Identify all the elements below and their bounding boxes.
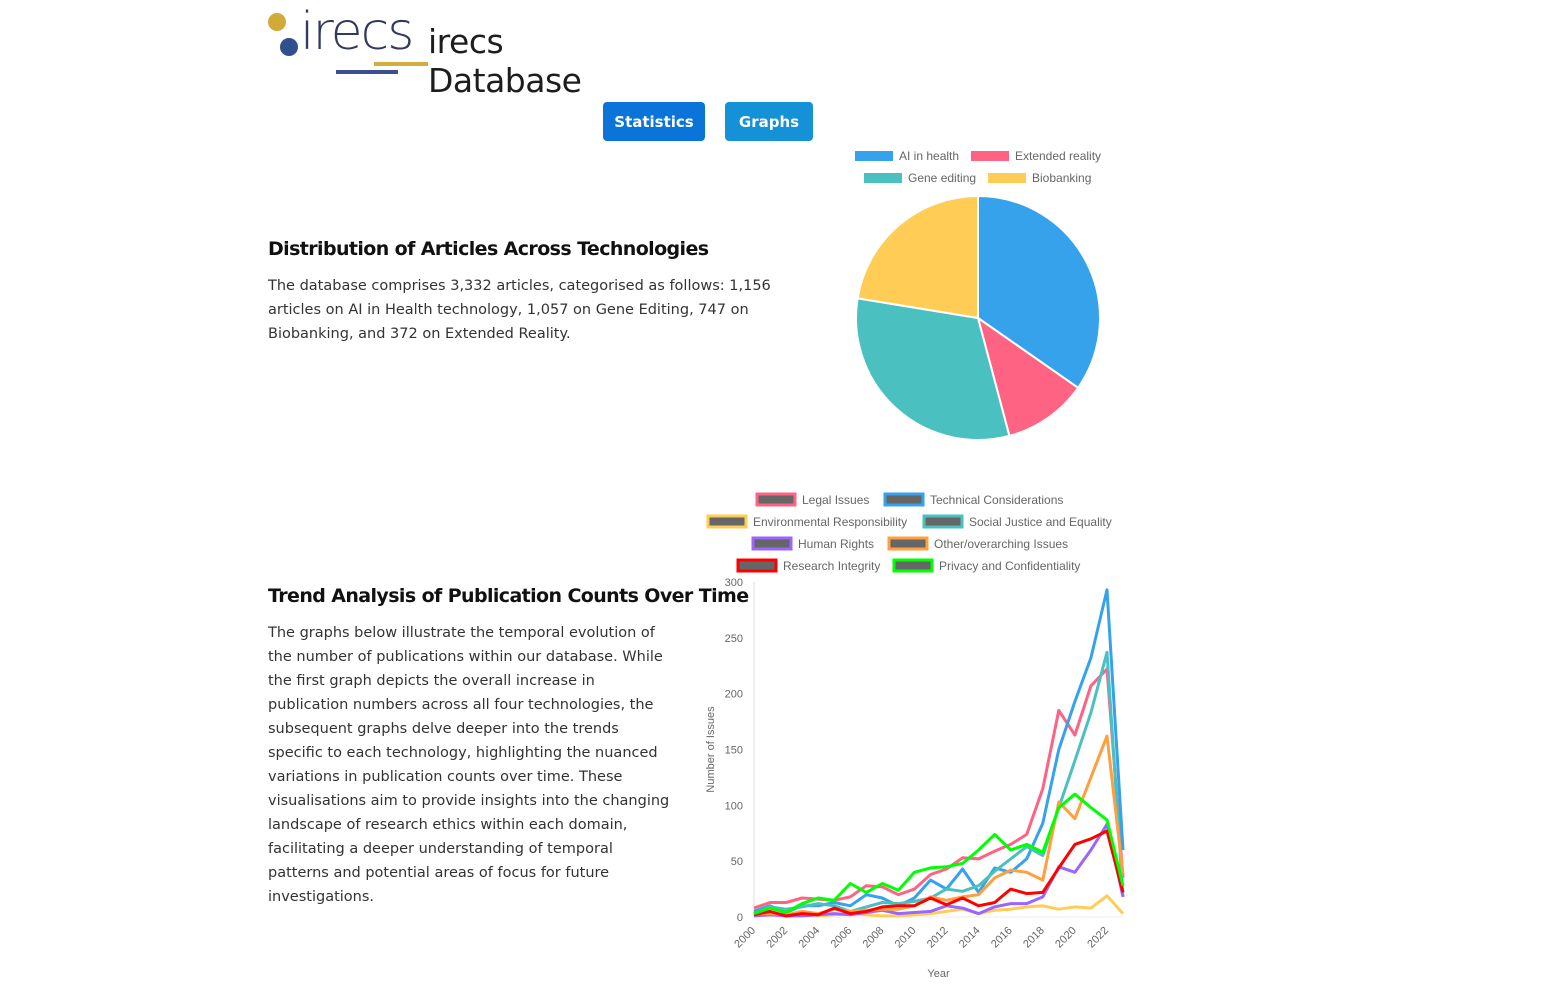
pie-legend-swatch[interactable]	[971, 151, 1009, 161]
x-tick-label: 2020	[1053, 925, 1079, 951]
line-legend-label[interactable]: Legal Issues	[802, 493, 869, 507]
series-line[interactable]	[753, 667, 1125, 910]
pie-legend-swatch[interactable]	[855, 151, 893, 161]
line-legend-label[interactable]: Human Rights	[798, 537, 874, 551]
section-heading-trend: Trend Analysis of Publication Counts Ove…	[268, 585, 749, 607]
line-legend-swatch[interactable]	[736, 558, 778, 573]
logo-gold-dot	[268, 13, 286, 31]
line-legend-label[interactable]: Privacy and Confidentiality	[939, 559, 1080, 573]
y-tick-label: 200	[725, 689, 743, 701]
series-line[interactable]	[753, 792, 1125, 916]
pie-legend-label[interactable]: Gene editing	[908, 171, 976, 185]
series-line[interactable]	[753, 650, 1125, 915]
pie-legend-label[interactable]: Extended reality	[1015, 149, 1101, 163]
x-tick-label: 2012	[925, 925, 951, 951]
y-tick-label: 150	[725, 745, 743, 757]
line-legend-label[interactable]: Research Integrity	[783, 559, 880, 573]
site-title: irecs Database	[428, 22, 582, 100]
x-tick-label: 2022	[1085, 925, 1111, 951]
line-legend-swatch[interactable]	[755, 492, 797, 507]
line-legend-label[interactable]: Environmental Responsibility	[753, 515, 907, 529]
y-axis-label: Number of Issues	[705, 706, 717, 793]
section-text-distribution: The database comprises 3,332 articles, c…	[268, 278, 771, 342]
logo-blue-dot	[280, 38, 298, 56]
statistics-button[interactable]: Statistics	[603, 102, 705, 141]
y-tick-label: 0	[737, 912, 743, 924]
graphs-button[interactable]: Graphs	[725, 102, 813, 141]
line-legend-swatch[interactable]	[887, 536, 929, 551]
pie-legend-swatch[interactable]	[864, 173, 902, 183]
y-tick-label: 300	[725, 577, 743, 589]
pie-legend-swatch[interactable]	[988, 173, 1026, 183]
line-legend-swatch[interactable]	[892, 558, 934, 573]
series-line[interactable]	[753, 588, 1125, 914]
x-tick-label: 2008	[861, 925, 887, 951]
x-tick-label: 2004	[796, 925, 822, 951]
line-legend-swatch[interactable]	[706, 514, 748, 529]
line-legend-swatch[interactable]	[751, 536, 793, 551]
x-tick-label: 2016	[989, 925, 1015, 951]
line-legend-label[interactable]: Other/overarching Issues	[934, 537, 1068, 551]
y-tick-label: 50	[731, 856, 743, 868]
section-text-trend: The graphs below illustrate the temporal…	[268, 625, 670, 905]
section-heading-distribution: Distribution of Articles Across Technolo…	[268, 238, 709, 260]
pie-slice[interactable]	[977, 194, 1101, 390]
x-tick-label: 2000	[732, 925, 758, 951]
line-legend-swatch[interactable]	[883, 492, 925, 507]
x-tick-label: 2002	[764, 925, 790, 951]
pie-legend-label[interactable]: AI in health	[899, 149, 959, 163]
logo-wordmark: irecs	[300, 2, 414, 62]
line-legend-swatch[interactable]	[922, 514, 964, 529]
pie-slice[interactable]	[855, 297, 1011, 441]
x-tick-label: 2010	[893, 925, 919, 951]
pie-chart: AI in health Extended reality Gene editing…	[855, 149, 1101, 441]
x-axis-label: Year	[927, 968, 950, 980]
logo-gold-underline	[374, 62, 428, 66]
x-tick-label: 2014	[957, 925, 983, 951]
series-line[interactable]	[754, 734, 1125, 917]
y-tick-label: 100	[725, 800, 743, 812]
x-tick-label: 2006	[829, 925, 855, 951]
series-line[interactable]	[753, 829, 1125, 918]
pie-slice[interactable]	[976, 315, 1080, 438]
x-tick-label: 2018	[1021, 925, 1047, 951]
line-legend-label[interactable]: Social Justice and Equality	[969, 515, 1112, 529]
site-logo[interactable]: irecs irecs Database	[266, 2, 646, 100]
logo-blue-underline	[336, 70, 398, 74]
y-tick-label: 250	[725, 633, 743, 645]
line-chart: Legal Issues Technical Considerations Envi…	[705, 492, 1125, 980]
line-legend-label[interactable]: Technical Considerations	[930, 493, 1063, 507]
pie-slice[interactable]	[856, 194, 979, 320]
pie-legend-label[interactable]: Biobanking	[1032, 171, 1091, 185]
